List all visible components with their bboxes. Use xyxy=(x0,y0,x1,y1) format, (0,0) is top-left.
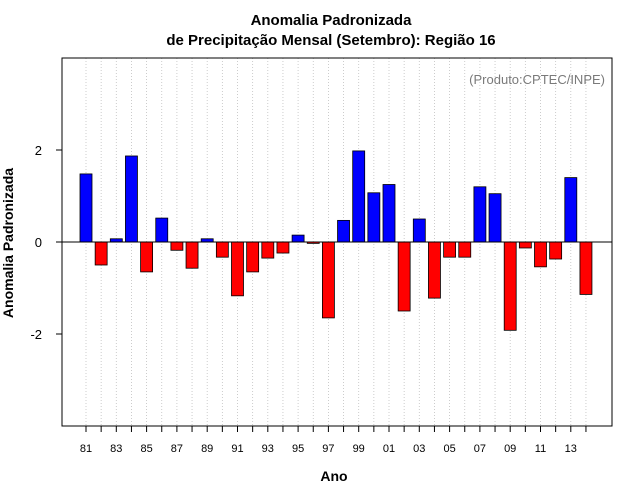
x-tick-label: 01 xyxy=(383,443,395,455)
bar-86 xyxy=(155,217,169,243)
bar-00 xyxy=(367,192,381,243)
x-tick-label: 87 xyxy=(171,443,183,455)
bar-04 xyxy=(428,241,441,299)
x-tick-label: 93 xyxy=(262,443,274,455)
x-tick-label: 09 xyxy=(504,443,516,455)
x-tick-label: 83 xyxy=(110,443,122,455)
bar-series xyxy=(79,150,593,331)
bar-98 xyxy=(337,219,350,243)
bar-07 xyxy=(473,186,487,243)
y-axis-title: Anomalia Padronizada xyxy=(0,168,16,318)
bar-02 xyxy=(397,241,411,312)
bar-88 xyxy=(185,241,199,269)
bar-08 xyxy=(488,193,502,243)
bar-13 xyxy=(564,177,578,243)
bar-03 xyxy=(412,218,426,243)
x-tick-label: 05 xyxy=(443,443,455,455)
bar-92 xyxy=(246,241,260,273)
bar-01 xyxy=(382,184,396,243)
bar-84 xyxy=(125,155,138,243)
bar-09 xyxy=(503,241,517,331)
bar-90 xyxy=(215,241,229,258)
x-axis: 81 83 85 87 89 91 93 95 97 99 01 03 05 07 09 11 13 xyxy=(80,426,587,455)
x-tick-label: 11 xyxy=(535,443,546,455)
x-tick-label: 03 xyxy=(413,443,425,455)
bar-81 xyxy=(79,173,93,243)
bar-11 xyxy=(534,241,547,268)
x-tick-label: 13 xyxy=(565,443,577,455)
bar-82 xyxy=(94,241,108,266)
chart-title: Anomalia Padronizada xyxy=(251,12,413,29)
bar-95 xyxy=(291,234,305,243)
bar-14 xyxy=(579,241,593,295)
y-tick-label: -2 xyxy=(30,327,42,342)
bar-87 xyxy=(170,241,184,251)
y-tick-label: 2 xyxy=(35,143,42,158)
bar-97 xyxy=(321,241,335,319)
x-axis-title: Ano xyxy=(320,468,347,484)
y-axis: -2 0 2 xyxy=(30,143,62,342)
x-tick-label: 81 xyxy=(80,443,92,455)
bar-99 xyxy=(352,150,366,243)
bar-10 xyxy=(518,241,532,249)
x-tick-label: 99 xyxy=(353,443,365,455)
bar-91 xyxy=(231,241,244,297)
bar-93 xyxy=(261,241,275,259)
x-tick-label: 95 xyxy=(292,443,304,455)
x-tick-label: 91 xyxy=(231,443,243,455)
y-tick-label: 0 xyxy=(35,235,42,250)
bar-12 xyxy=(549,241,563,260)
bar-94 xyxy=(276,241,290,254)
bar-06 xyxy=(458,241,472,258)
x-tick-label: 07 xyxy=(474,443,486,455)
chart-subtitle: de Precipitação Mensal (Setembro): Regiã… xyxy=(166,32,495,49)
bar-85 xyxy=(140,241,154,273)
product-credit: (Produto:CPTEC/INPE) xyxy=(469,72,605,87)
x-tick-label: 97 xyxy=(322,443,334,455)
x-tick-label: 85 xyxy=(140,443,152,455)
bar-05 xyxy=(443,241,457,258)
x-tick-label: 89 xyxy=(201,443,213,455)
